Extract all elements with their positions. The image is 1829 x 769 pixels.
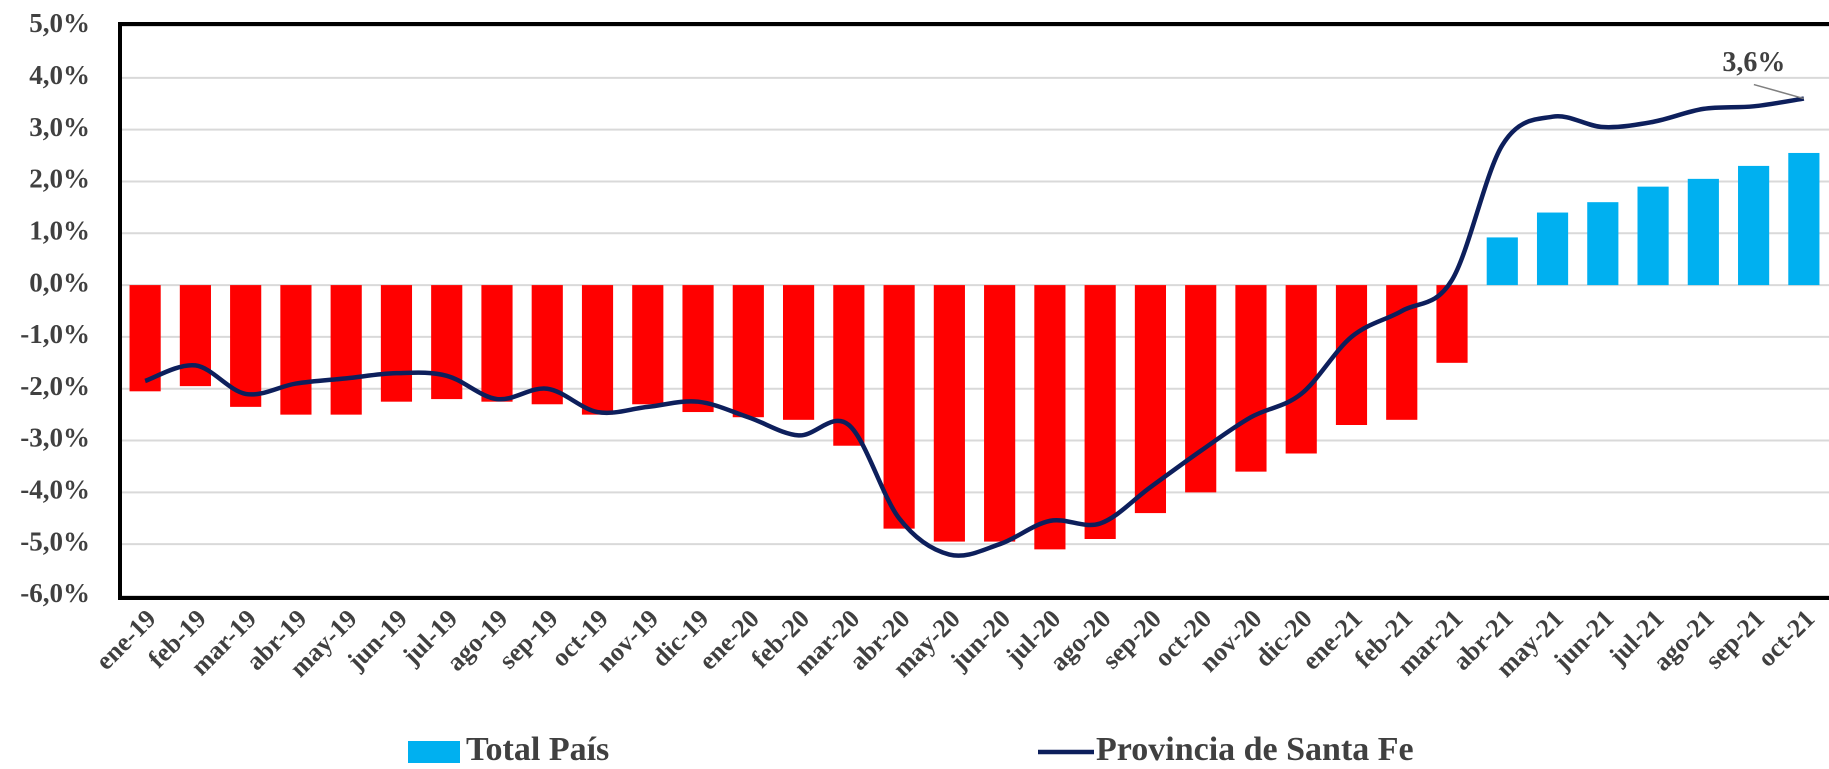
y-tick-label: -3,0% xyxy=(20,423,90,453)
bar xyxy=(933,285,965,542)
legend-label: Provincia de Santa Fe xyxy=(1096,731,1414,768)
x-tick-label: sep-21 xyxy=(1700,604,1771,675)
bar xyxy=(1637,186,1669,286)
plot-frame xyxy=(118,22,1829,600)
legend-label: Total País xyxy=(466,731,609,768)
legend-swatch xyxy=(408,741,460,763)
y-tick-label: 4,0% xyxy=(29,60,90,90)
bar xyxy=(682,285,714,413)
bar xyxy=(732,285,764,418)
bar xyxy=(1738,165,1770,286)
bar xyxy=(883,285,915,529)
y-tick-label: 1,0% xyxy=(29,215,90,245)
bar xyxy=(782,285,815,420)
bar xyxy=(581,285,614,415)
y-tick-label: 2,0% xyxy=(29,164,90,194)
bar xyxy=(330,285,362,415)
y-tick-label: -6,0% xyxy=(20,578,90,608)
bar xyxy=(1134,285,1167,514)
x-tick-label: ene-19 xyxy=(90,604,162,676)
bar xyxy=(1587,202,1619,286)
line xyxy=(144,96,1805,558)
bar xyxy=(280,285,312,415)
bar xyxy=(1788,152,1820,286)
y-tick-label: -1,0% xyxy=(20,319,90,349)
bar xyxy=(632,285,664,405)
x-tick-label: sep-19 xyxy=(493,604,564,675)
x-tick-label: oct-21 xyxy=(1752,604,1820,672)
bar xyxy=(1687,178,1719,286)
y-tick-label: -5,0% xyxy=(20,526,90,556)
bar xyxy=(1285,285,1317,454)
bar xyxy=(1335,285,1368,425)
bar xyxy=(380,285,413,402)
x-tick-label: sep-20 xyxy=(1096,604,1167,675)
y-tick-label: -4,0% xyxy=(20,475,90,505)
bar xyxy=(129,285,161,392)
annotation-leader xyxy=(1753,83,1805,100)
bar xyxy=(1235,285,1267,472)
y-tick-label: 5,0% xyxy=(29,8,90,38)
y-tick-label: -2,0% xyxy=(20,371,90,401)
bar xyxy=(1084,285,1116,539)
y-tick-label: 0,0% xyxy=(29,267,90,297)
bar xyxy=(1486,237,1518,286)
bar xyxy=(1436,285,1468,363)
bar xyxy=(531,285,563,405)
y-tick-label: 3,0% xyxy=(29,112,90,142)
data-label: 3,6% xyxy=(1722,47,1785,78)
bar xyxy=(984,285,1016,542)
bar xyxy=(1536,212,1569,286)
bar xyxy=(481,285,513,402)
bar xyxy=(1034,285,1066,550)
bar xyxy=(230,285,262,407)
